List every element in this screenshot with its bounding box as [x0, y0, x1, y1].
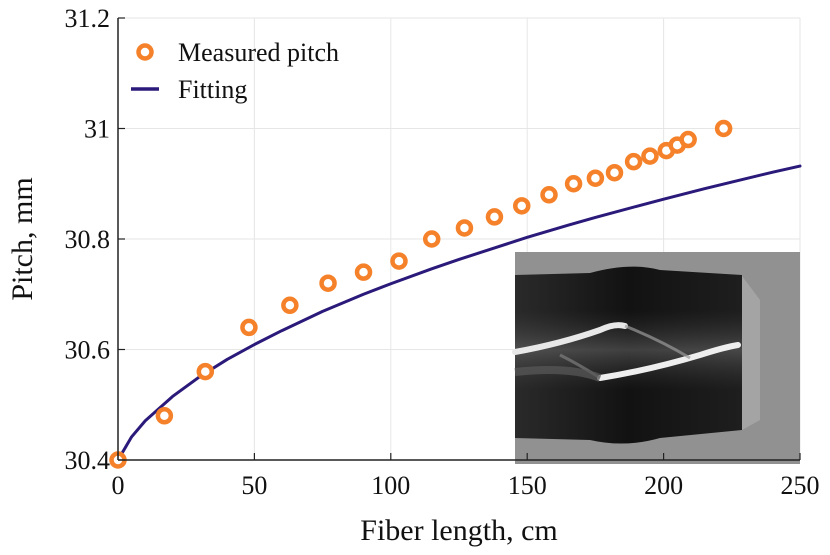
measured-point [540, 186, 558, 204]
legend-marker-measured [136, 43, 154, 61]
x-tick-label: 50 [241, 471, 267, 500]
measured-point [605, 163, 624, 182]
measured-point [455, 219, 474, 237]
measured-point [641, 147, 659, 165]
measured-point [564, 175, 583, 193]
y-tick-label: 30.6 [65, 336, 111, 365]
measured-point [390, 252, 408, 270]
measured-point [319, 274, 337, 292]
legend-label-measured: Measured pitch [178, 38, 339, 67]
x-tick-label: 150 [508, 471, 547, 500]
measured-point [679, 130, 697, 149]
measured-point [512, 197, 531, 215]
measured-point [240, 318, 258, 337]
y-tick-label: 30.4 [65, 446, 111, 475]
measured-point [281, 296, 299, 315]
measured-point [714, 119, 733, 138]
legend: Measured pitch Fitting [131, 38, 339, 104]
y-tick-label: 31 [84, 115, 110, 144]
measured-point [485, 208, 504, 226]
measured-point [196, 362, 215, 381]
legend-label-fitting: Fitting [178, 75, 247, 104]
measured-point [354, 263, 373, 281]
y-axis-title: Pitch, mm [6, 177, 39, 300]
x-axis-title: Fiber length, cm [360, 514, 557, 547]
x-tick-label: 100 [371, 471, 410, 500]
measured-point [422, 230, 441, 248]
inset-fiber-image [512, 252, 800, 464]
x-tick-label: 250 [781, 471, 820, 500]
measured-point [155, 407, 174, 425]
x-tick-label: 0 [112, 471, 125, 500]
y-tick-label: 31.2 [65, 4, 111, 33]
fitting-line [116, 164, 802, 462]
series [109, 119, 802, 469]
y-tick-label: 30.8 [65, 225, 111, 254]
measured-point [624, 152, 643, 171]
x-tick-label: 200 [644, 471, 683, 500]
measured-point [586, 169, 605, 187]
ticks: 0 50 100 150 200 250 30.4 30.6 30.8 31 31.2 [65, 4, 820, 500]
